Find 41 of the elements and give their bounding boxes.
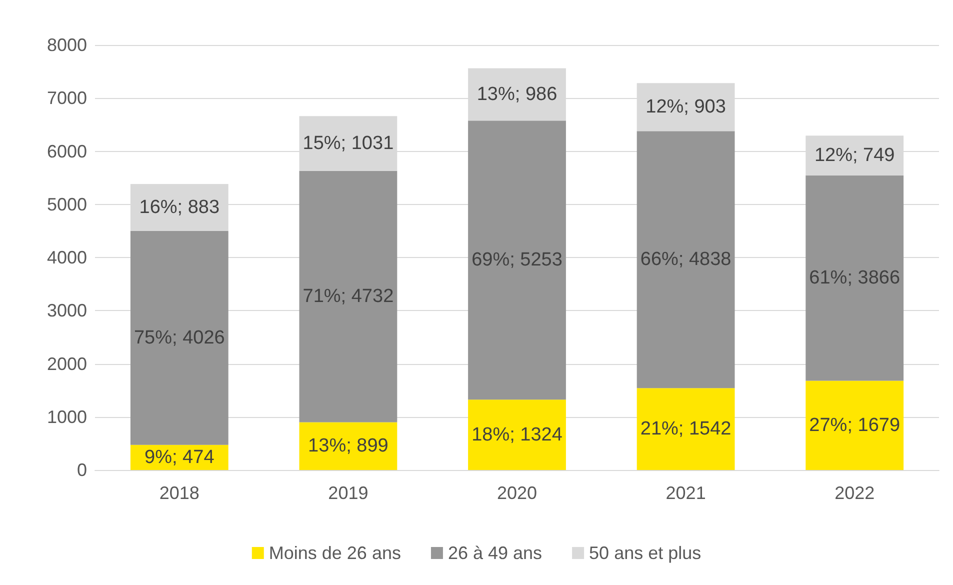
data-label: 9%; 474 <box>144 446 215 468</box>
bar <box>806 380 904 470</box>
x-tick-label: 2021 <box>666 483 706 503</box>
legend-label: 50 ans et plus <box>589 543 702 563</box>
data-label: 61%; 3866 <box>809 268 900 289</box>
bar <box>636 131 735 388</box>
data-label: 69%; 5253 <box>472 250 562 271</box>
data-label: 18%; 1324 <box>472 424 563 446</box>
y-tick-label: 3000 <box>46 300 87 321</box>
legend-label: 26 à 49 ans <box>448 543 542 563</box>
bar <box>299 170 398 422</box>
y-tick-label: 2000 <box>46 354 87 374</box>
bar <box>468 400 566 470</box>
data-label: 12%; 903 <box>646 96 726 118</box>
y-tick-label: 4000 <box>46 248 87 268</box>
data-label: 12%; 749 <box>814 145 895 166</box>
data-label: 13%; 986 <box>476 84 558 105</box>
y-tick-label: 7000 <box>46 88 87 108</box>
x-tick-label: 2019 <box>328 483 368 503</box>
bar <box>806 175 904 381</box>
y-tick-label: 6000 <box>46 141 87 162</box>
x-tick-label: 2020 <box>496 483 538 503</box>
data-label: 27%; 1679 <box>809 414 900 436</box>
y-tick-label: 8000 <box>46 35 87 55</box>
x-tick-label: 2022 <box>834 483 875 503</box>
y-tick-label: 0 <box>76 460 87 480</box>
x-tick-label: 2018 <box>159 483 200 503</box>
data-label: 75%; 4026 <box>134 327 225 348</box>
bar <box>468 120 566 400</box>
data-label: 66%; 4838 <box>640 249 732 270</box>
data-label: 16%; 883 <box>139 196 220 218</box>
data-label: 21%; 1542 <box>640 418 732 440</box>
legend-label: Moins de 26 ans <box>268 543 401 563</box>
y-tick-label: 5000 <box>46 194 87 214</box>
bar <box>299 422 398 470</box>
data-label: 15%; 1031 <box>302 132 394 154</box>
bar <box>636 388 735 470</box>
bar <box>130 230 228 445</box>
data-label: 71%; 4732 <box>302 286 394 308</box>
data-label: 13%; 899 <box>308 436 388 457</box>
y-tick-label: 1000 <box>46 406 87 427</box>
